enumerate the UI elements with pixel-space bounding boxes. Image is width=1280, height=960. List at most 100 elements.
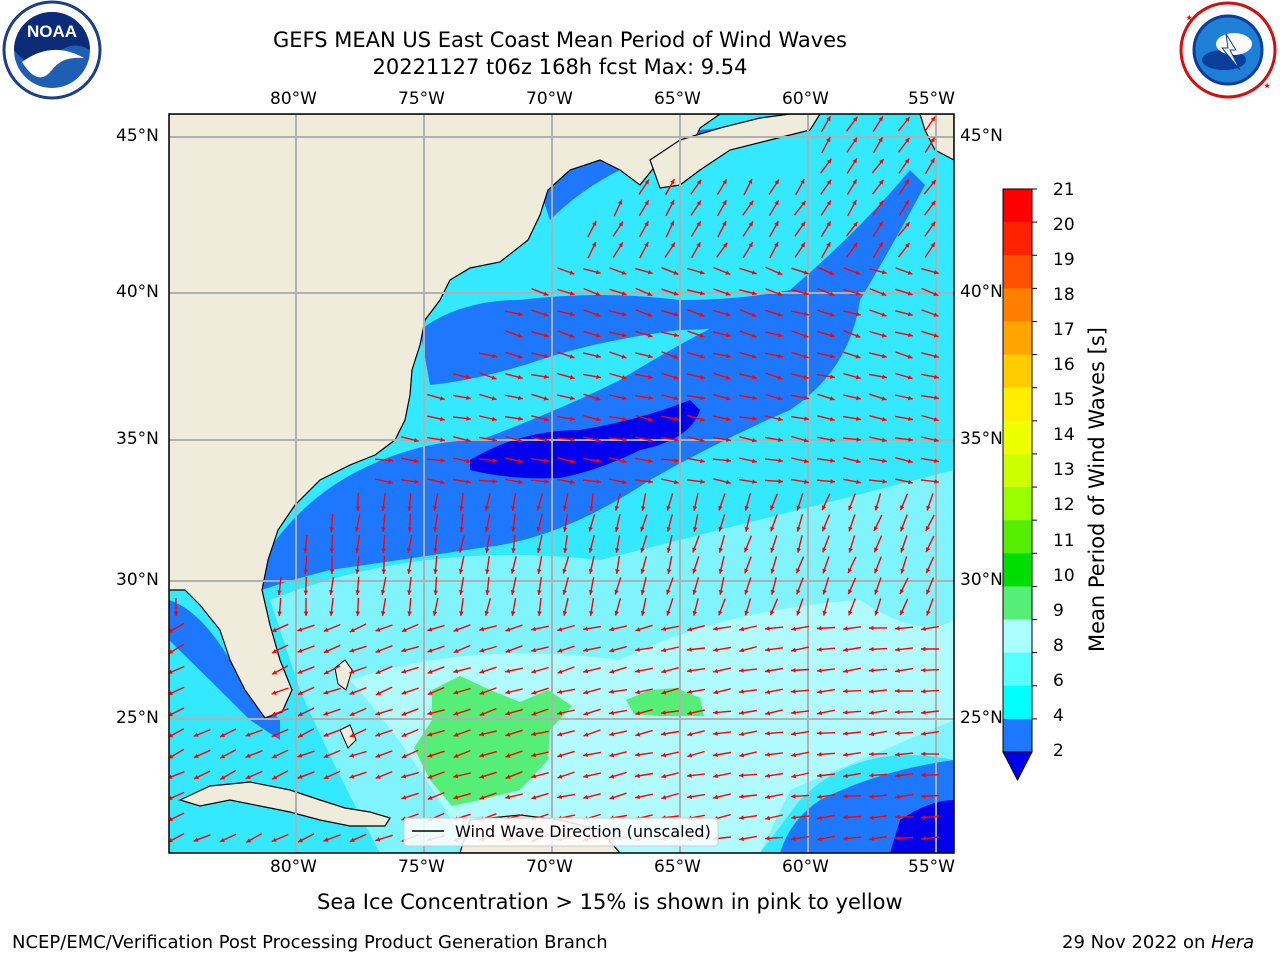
wave-direction-arrowhead [459,590,464,595]
wave-direction-arrowhead [895,773,900,778]
wave-direction-arrowhead [722,200,727,206]
wave-direction-arrowhead [908,479,913,485]
wave-direction-arrowhead [869,731,874,737]
wave-direction-arrowhead [510,611,516,616]
wave-direction-arrowhead [479,626,485,632]
wave-direction-arrowhead [563,527,568,532]
wave-direction-arrowhead [588,568,594,574]
wave-direction-arrowhead [329,611,334,616]
wave-direction-arrowhead [666,547,672,553]
wave-direction-arrowhead [878,137,883,143]
wave-direction-arrowhead [297,669,303,674]
wave-direction-arrowhead [614,505,620,511]
wave-direction-arrowhead [843,710,848,715]
wave-direction-arrowhead [596,479,601,484]
wave-direction-arrowhead [595,353,601,359]
wave-direction-arrowhead [640,547,645,553]
wave-direction-arrowhead [427,774,433,779]
colorbar-tick-label: 8 [1053,636,1064,656]
colorbar-extend-arrow [1002,751,1033,782]
wave-direction-arrowhead [791,710,796,715]
wave-direction-arrowhead [618,242,623,248]
wave-direction-arrowhead [699,417,705,422]
wave-direction-arrowhead [466,395,471,400]
wave-direction-arrowhead [791,668,796,673]
wave-direction-arrowhead [791,773,797,779]
wave-direction-arrowhead [826,242,831,248]
wave-direction-arrowhead [220,754,226,759]
colorbar-segment [1003,553,1032,587]
wave-direction-arrowhead [804,416,809,421]
wave-direction-arrowhead [726,437,731,442]
wave-direction-arrowhead [699,312,705,317]
noaa-logo: NOAA [0,0,104,100]
wave-direction-arrowhead [570,416,575,421]
wave-direction-arrowhead [739,773,744,778]
wave-direction-arrowhead [869,646,874,652]
wave-direction-arrowhead [349,837,355,842]
wave-direction-arrowhead [725,312,731,317]
wind-wave-arrows [169,115,940,844]
wave-direction-arrowhead [843,731,848,736]
wave-direction-arrowhead [853,221,858,227]
wave-direction-arrowhead [635,752,640,757]
wave-direction-arrowhead [453,732,459,737]
wave-direction-arrowhead [354,527,360,532]
wave-direction-arrowhead [614,526,620,532]
wave-direction-arrowhead [375,648,381,653]
wave-direction-arrowhead [491,375,497,380]
wave-direction-arrowhead [479,753,485,758]
wave-direction-arrowhead [544,458,549,463]
wave-direction-arrowhead [843,647,848,652]
wave-direction-arrowhead [843,793,848,799]
wave-direction-arrowhead [591,241,596,247]
wave-direction-arrowhead [739,668,744,673]
wave-direction-arrowhead [882,374,887,379]
wave-direction-arrowhead [169,649,174,654]
wave-direction-arrowhead [726,353,731,358]
wave-direction-arrowhead [169,754,174,759]
wave-direction-arrowhead [934,374,939,380]
wave-direction-arrowhead [439,396,445,401]
wave-direction-arrowhead [505,648,511,653]
wave-direction-arrowhead [323,774,329,779]
wave-direction-arrowhead [544,479,549,484]
wave-direction-arrowhead [381,506,386,511]
wave-direction-arrowhead [635,711,641,716]
colorbar-tick-label: 13 [1053,460,1075,480]
wave-direction-arrowhead [595,312,601,317]
wave-direction-arrowhead [855,270,861,275]
lat-label-left: 35°N [116,429,159,449]
wave-direction-arrowhead [930,221,936,227]
wave-direction-arrowhead [926,610,931,616]
wave-direction-arrowhead [907,311,913,317]
wave-direction-arrowhead [848,568,853,574]
wave-direction-arrowhead [699,333,705,338]
wave-direction-arrowhead [921,794,926,799]
colorbar-segment [1003,420,1032,455]
wave-direction-arrowhead [583,668,589,674]
wave-direction-arrowhead [791,815,796,820]
colorbar-segment [1003,189,1032,223]
wave-direction-arrowhead [803,354,809,359]
wave-direction-arrowhead [826,179,832,185]
wave-direction-arrowhead [822,589,827,595]
wave-direction-arrowhead [817,730,822,736]
wave-direction-arrowhead [621,311,627,317]
wave-direction-arrowhead [796,610,801,616]
wave-direction-arrowhead [323,732,329,737]
wave-direction-arrowhead [173,611,179,616]
wave-direction-arrowhead [433,527,438,532]
wave-direction-arrowhead [848,547,853,553]
wave-direction-arrowhead [904,179,909,185]
wave-direction-arrowhead [583,690,589,695]
wave-direction-arrowhead [895,709,900,715]
wave-direction-arrowhead [407,527,413,532]
wave-direction-arrowhead [878,221,883,227]
wave-direction-arrowhead [869,710,874,715]
wave-direction-arrowhead [699,354,705,359]
wave-direction-arrowhead [765,626,770,631]
wave-direction-arrowhead [640,611,646,616]
wave-direction-arrowhead [881,417,887,422]
wave-direction-arrowhead [407,611,412,616]
